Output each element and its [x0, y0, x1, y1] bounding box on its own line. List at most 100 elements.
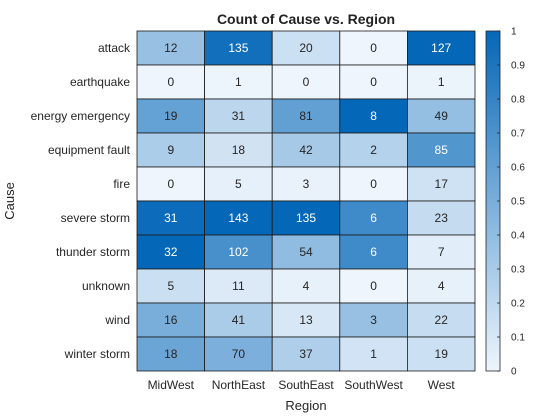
cell-value-label: 6	[370, 245, 377, 259]
cell-value-label: 19	[435, 347, 449, 361]
x-tick-label: NorthEast	[212, 378, 266, 392]
heatmap-cell	[406, 200, 476, 236]
cell-value-label: 1	[235, 75, 242, 89]
y-tick-label: winter storm	[64, 347, 130, 361]
cell-value-label: 2	[370, 143, 377, 157]
heatmap-cell	[271, 200, 341, 236]
cell-value-label: 0	[303, 75, 310, 89]
colorbar-tick-label: 0.7	[511, 129, 525, 140]
y-tick-label: thunder storm	[56, 245, 130, 259]
cell-value-label: 4	[303, 279, 310, 293]
cell-value-label: 20	[299, 41, 313, 55]
cell-value-label: 127	[431, 41, 451, 55]
cell-value-label: 3	[303, 177, 310, 191]
colorbar-tick-label: 0.1	[511, 333, 525, 344]
y-tick-label: wind	[104, 313, 130, 327]
colorbar-tick-label: 0.3	[511, 265, 525, 276]
cell-value-label: 11	[232, 279, 245, 293]
heatmap-cell	[204, 302, 273, 338]
heatmap-cell	[271, 166, 341, 202]
heatmap-cell	[406, 166, 476, 202]
heatmap-cell	[406, 268, 476, 304]
heatmap-cell	[271, 132, 341, 168]
cell-value-label: 7	[438, 245, 445, 259]
cell-value-label: 9	[167, 143, 174, 157]
colorbar-tick-label: 0	[511, 367, 517, 378]
heatmap-cell	[136, 30, 205, 66]
y-tick-label: severe storm	[61, 211, 130, 225]
cell-value-label: 8	[370, 109, 377, 123]
colorbar-tick-label: 1	[511, 27, 517, 38]
heatmap-cell	[136, 64, 205, 100]
cell-value-label: 0	[167, 177, 174, 191]
cell-value-label: 0	[370, 41, 377, 55]
cell-value-label: 85	[435, 143, 449, 157]
heatmap-cell	[406, 336, 476, 372]
cell-value-label: 49	[435, 109, 449, 123]
cell-value-label: 19	[164, 109, 178, 123]
cell-value-label: 16	[164, 313, 178, 327]
heatmap-cell	[339, 132, 408, 168]
cell-value-label: 0	[370, 279, 377, 293]
cell-value-label: 0	[370, 177, 377, 191]
cell-value-label: 3	[370, 313, 377, 327]
heatmap-cell	[271, 336, 341, 372]
heatmap-cell	[136, 166, 205, 202]
heatmap-cell	[204, 336, 273, 372]
cell-value-label: 81	[299, 109, 313, 123]
x-tick-label: SouthWest	[344, 378, 403, 392]
cell-value-label: 4	[438, 279, 445, 293]
cell-value-label: 102	[228, 245, 248, 259]
cell-value-label: 143	[228, 211, 248, 225]
chart-title: Count of Cause vs. Region	[217, 11, 395, 27]
heatmap-cell	[204, 132, 273, 168]
x-tick-labels: MidWest NorthEast SouthEast SouthWest West	[148, 378, 456, 392]
cell-value-label: 23	[435, 211, 449, 225]
colorbar-tick-label: 0.2	[511, 299, 525, 310]
cell-value-label: 13	[299, 313, 313, 327]
cell-value-label: 22	[435, 313, 449, 327]
heatmap-cell	[339, 200, 408, 236]
colorbar-tick-label: 0.8	[511, 95, 525, 106]
cell-value-label: 18	[164, 347, 178, 361]
heatmap-cell	[339, 268, 408, 304]
cell-value-label: 17	[435, 177, 449, 191]
heatmap-cell	[136, 132, 205, 168]
y-tick-label: earthquake	[70, 75, 130, 89]
cell-value-label: 135	[296, 211, 316, 225]
cell-value-label: 54	[299, 245, 313, 259]
cell-value-label: 18	[232, 143, 246, 157]
heatmap-cell	[271, 64, 341, 100]
cell-value-label: 5	[167, 279, 174, 293]
y-tick-label: attack	[98, 41, 131, 55]
heatmap-cell	[204, 268, 273, 304]
colorbar-tick-label: 0.4	[511, 231, 525, 242]
y-tick-label: equipment fault	[48, 143, 131, 157]
cell-value-label: 135	[228, 41, 248, 55]
heatmap-cell	[271, 302, 341, 338]
x-tick-label: SouthEast	[278, 378, 334, 392]
cell-value-label: 41	[232, 313, 246, 327]
heatmap-cell	[339, 98, 408, 134]
heatmap-cell	[271, 30, 341, 66]
heatmap-cell	[204, 200, 273, 236]
cell-value-label: 0	[167, 75, 174, 89]
y-tick-label: unknown	[82, 279, 130, 293]
heatmap-cell	[339, 336, 408, 372]
cell-value-label: 5	[235, 177, 242, 191]
heatmap-cell	[204, 30, 273, 66]
y-axis-label: Cause	[2, 182, 17, 220]
heatmap-cell	[136, 268, 205, 304]
y-tick-labels: attack earthquake energy emergency equipmen…	[31, 41, 131, 361]
x-tick-label: MidWest	[148, 378, 195, 392]
cell-value-label: 0	[370, 75, 377, 89]
x-axis-label: Region	[285, 398, 326, 413]
heatmap-cell	[136, 336, 205, 372]
cell-value-label: 1	[370, 347, 377, 361]
heatmap-cell	[204, 166, 273, 202]
cell-value-label: 32	[164, 245, 178, 259]
x-tick-label: West	[428, 378, 456, 392]
